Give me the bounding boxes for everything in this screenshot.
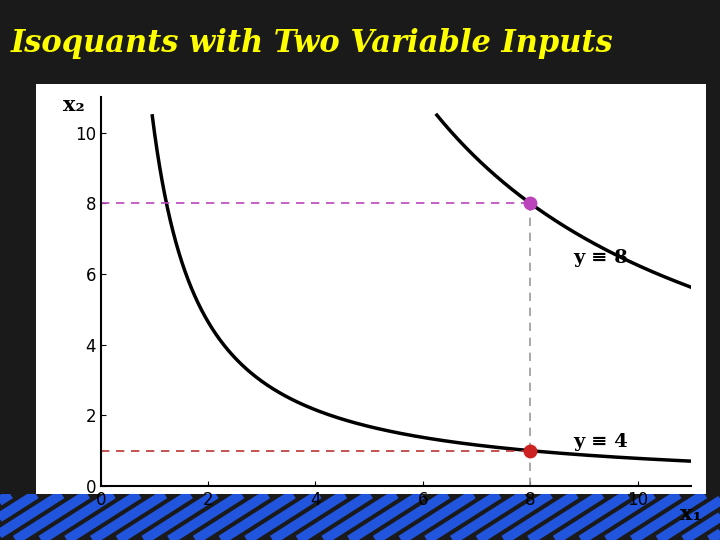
Text: y ≡ 8: y ≡ 8 [573, 249, 628, 267]
Text: y ≡ 4: y ≡ 4 [573, 433, 628, 451]
Text: x₂: x₂ [63, 95, 85, 115]
Text: x₁: x₁ [680, 504, 702, 524]
Text: Isoquants with Two Variable Inputs: Isoquants with Two Variable Inputs [11, 28, 613, 59]
